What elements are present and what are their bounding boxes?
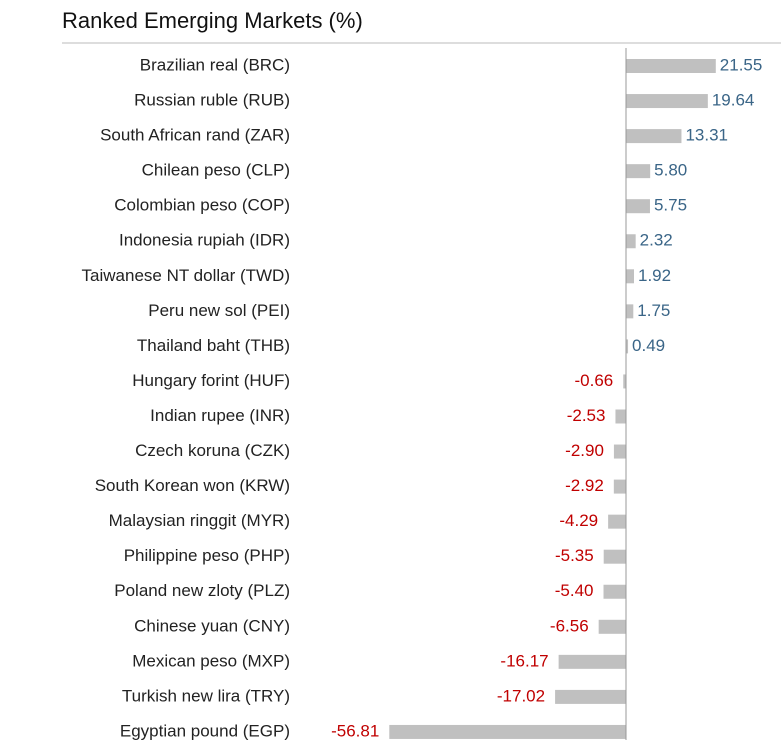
- value-label: 21.55: [720, 55, 763, 74]
- bar: [389, 724, 626, 739]
- bar: [603, 549, 626, 564]
- bar: [626, 59, 716, 73]
- value-label: 0.49: [632, 336, 665, 355]
- value-label: -6.56: [550, 616, 589, 635]
- bar: [626, 199, 650, 214]
- bar: [626, 164, 651, 179]
- category-label: Malaysian ringgit (MYR): [109, 511, 290, 530]
- bar: [615, 409, 626, 424]
- bar: [598, 619, 626, 634]
- value-label: -2.90: [565, 441, 604, 460]
- value-label: 5.75: [654, 196, 687, 215]
- category-label: Taiwanese NT dollar (TWD): [82, 266, 290, 285]
- value-label: -56.81: [331, 721, 379, 740]
- value-label: -5.40: [555, 581, 594, 600]
- category-label: South African rand (ZAR): [100, 126, 290, 145]
- value-label: -4.29: [559, 511, 598, 530]
- value-label: -2.53: [567, 406, 606, 425]
- value-label: -0.66: [575, 371, 614, 390]
- category-label: Hungary forint (HUF): [132, 371, 290, 390]
- category-label: Chinese yuan (CNY): [134, 616, 290, 635]
- bar: [623, 374, 626, 389]
- bar: [626, 129, 682, 144]
- value-label: 2.32: [640, 231, 673, 250]
- category-label: Indian rupee (INR): [150, 406, 290, 425]
- category-label: Chilean peso (CLP): [142, 161, 290, 180]
- category-label: Czech koruna (CZK): [135, 441, 290, 460]
- category-label: Mexican peso (MXP): [132, 651, 290, 670]
- bar: [613, 479, 626, 494]
- category-label: Russian ruble (RUB): [134, 91, 290, 110]
- category-label: Indonesia rupiah (IDR): [119, 231, 290, 250]
- bar: [626, 234, 636, 249]
- bar: [613, 444, 626, 459]
- category-label: Thailand baht (THB): [137, 336, 290, 355]
- bar: [626, 304, 634, 319]
- bar: [603, 584, 626, 599]
- value-label: 5.80: [654, 161, 687, 180]
- bar: [626, 339, 629, 354]
- value-label: -16.17: [500, 651, 548, 670]
- value-label: -2.92: [565, 476, 604, 495]
- category-label: Colombian peso (COP): [114, 196, 290, 215]
- value-label: 13.31: [685, 126, 728, 145]
- value-label: 1.75: [637, 301, 670, 320]
- bar: [555, 689, 626, 704]
- category-label: Turkish new lira (TRY): [122, 686, 290, 705]
- category-label: Philippine peso (PHP): [124, 546, 290, 565]
- bar: [626, 94, 708, 109]
- category-label: South Korean won (KRW): [95, 476, 290, 495]
- category-label: Egyptian pound (EGP): [120, 721, 290, 740]
- value-label: -5.35: [555, 546, 594, 565]
- chart-title: Ranked Emerging Markets (%): [62, 8, 363, 33]
- value-label: -17.02: [497, 686, 545, 705]
- category-label: Brazilian real (BRC): [140, 55, 290, 74]
- category-label: Poland new zloty (PLZ): [114, 581, 290, 600]
- bar: [626, 269, 634, 284]
- value-label: 1.92: [638, 266, 671, 285]
- category-label: Peru new sol (PEI): [148, 301, 290, 320]
- bar: [558, 654, 626, 669]
- bar: [608, 514, 626, 529]
- value-label: 19.64: [712, 91, 755, 110]
